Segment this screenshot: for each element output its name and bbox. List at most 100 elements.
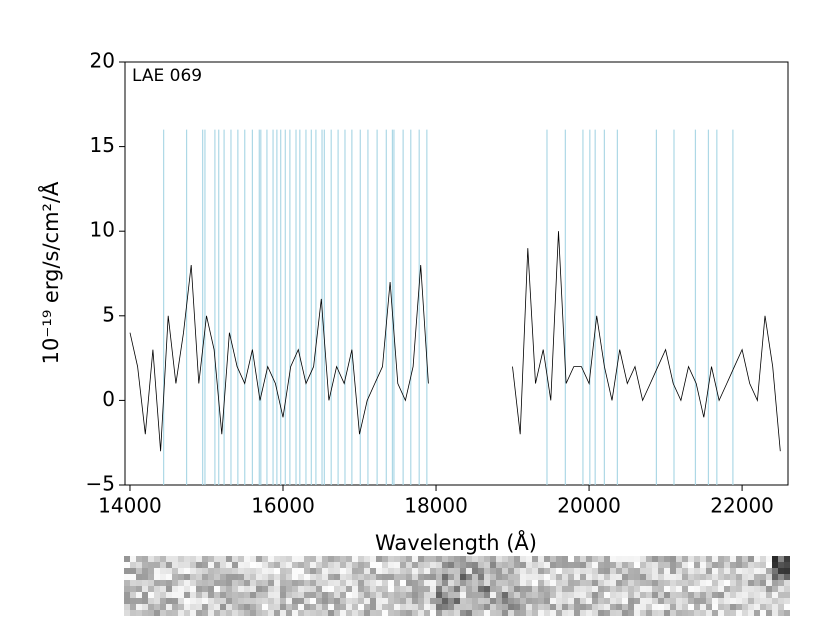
spectrum-2d-pixel xyxy=(286,586,292,592)
spectrum-2d-pixel xyxy=(628,574,634,580)
spectrum-2d-pixel xyxy=(136,586,142,592)
spectrum-2d-pixel xyxy=(406,610,412,616)
spectrum-2d-pixel xyxy=(442,574,448,580)
spectrum-2d-pixel xyxy=(730,556,736,562)
spectrum-2d-pixel xyxy=(496,610,502,616)
spectrum-2d-pixel xyxy=(394,556,400,562)
spectrum-2d-pixel xyxy=(754,592,760,598)
spectrum-2d-pixel xyxy=(442,562,448,568)
spectrum-2d-pixel xyxy=(364,586,370,592)
spectrum-2d-pixel xyxy=(448,556,454,562)
spectrum-2d-pixel xyxy=(730,562,736,568)
spectrum-2d-pixel xyxy=(754,562,760,568)
spectrum-2d-pixel xyxy=(784,586,790,592)
spectrum-2d-pixel xyxy=(700,604,706,610)
spectrum-2d-pixel xyxy=(604,568,610,574)
spectrum-2d-pixel xyxy=(628,586,634,592)
y-axis-label: 10⁻¹⁹ erg/s/cm²/Å xyxy=(37,181,63,364)
spectrum-2d-pixel xyxy=(718,562,724,568)
spectrum-2d-pixel xyxy=(646,580,652,586)
spectrum-2d-pixel xyxy=(490,562,496,568)
spectrum-2d-pixel xyxy=(568,610,574,616)
spectrum-2d-pixel xyxy=(226,580,232,586)
spectrum-2d-pixel xyxy=(466,604,472,610)
spectrum-2d-pixel xyxy=(772,604,778,610)
spectrum-2d-pixel xyxy=(646,568,652,574)
spectrum-2d-pixel xyxy=(496,574,502,580)
y-tick-label: 10 xyxy=(90,218,115,242)
spectrum-2d-pixel xyxy=(580,580,586,586)
spectrum-2d-pixel xyxy=(334,610,340,616)
spectrum-2d-pixel xyxy=(178,604,184,610)
spectrum-2d-pixel xyxy=(712,562,718,568)
spectrum-2d-pixel xyxy=(586,556,592,562)
spectrum-2d-pixel xyxy=(496,580,502,586)
spectrum-2d-pixel xyxy=(538,586,544,592)
spectrum-2d-pixel xyxy=(580,556,586,562)
spectrum-2d-pixel xyxy=(202,574,208,580)
spectrum-2d-pixel xyxy=(376,598,382,604)
annotation: LAE 069 xyxy=(132,66,202,86)
spectrum-2d-pixel xyxy=(604,556,610,562)
spectrum-2d-pixel xyxy=(364,580,370,586)
spectrum-2d-pixel xyxy=(154,568,160,574)
spectrum-2d-pixel xyxy=(214,556,220,562)
spectrum-2d-pixel xyxy=(604,586,610,592)
spectrum-2d-pixel xyxy=(436,562,442,568)
spectrum-2d-pixel xyxy=(382,568,388,574)
spectrum-2d-pixel xyxy=(610,574,616,580)
spectrum-2d-pixel xyxy=(298,556,304,562)
spectrum-2d-pixel xyxy=(466,556,472,562)
spectrum-2d-pixel xyxy=(124,580,130,586)
spectrum-2d-pixel xyxy=(508,610,514,616)
spectrum-2d-pixel xyxy=(166,562,172,568)
spectrum-2d-pixel xyxy=(754,598,760,604)
spectrum-2d-pixel xyxy=(400,598,406,604)
spectrum-2d-pixel xyxy=(196,586,202,592)
spectrum-2d-pixel xyxy=(142,592,148,598)
spectrum-2d-pixel xyxy=(550,574,556,580)
spectrum-2d-pixel xyxy=(568,580,574,586)
spectrum-2d-pixel xyxy=(604,580,610,586)
spectrum-2d-pixel xyxy=(238,592,244,598)
spectrum-2d-pixel xyxy=(652,574,658,580)
spectrum-2d-pixel xyxy=(610,580,616,586)
spectrum-2d-pixel xyxy=(208,586,214,592)
spectrum-2d-pixel xyxy=(580,568,586,574)
spectrum-2d-pixel xyxy=(766,562,772,568)
spectrum-2d-pixel xyxy=(658,556,664,562)
spectrum-2d-pixel xyxy=(772,580,778,586)
spectrum-2d-pixel xyxy=(460,562,466,568)
spectrum-2d-pixel xyxy=(658,604,664,610)
spectrum-2d-pixel xyxy=(226,562,232,568)
spectrum-2d-pixel xyxy=(316,604,322,610)
spectrum-2d-pixel xyxy=(772,610,778,616)
spectrum-2d-pixel xyxy=(376,574,382,580)
spectrum-2d-pixel xyxy=(676,598,682,604)
spectrum-2d-pixel xyxy=(562,568,568,574)
spectrum-2d-pixel xyxy=(784,580,790,586)
spectrum-2d-pixel xyxy=(592,556,598,562)
spectrum-2d-pixel xyxy=(436,574,442,580)
spectrum-2d-pixel xyxy=(340,568,346,574)
spectrum-2d-pixel xyxy=(292,574,298,580)
spectrum-2d-pixel xyxy=(556,574,562,580)
spectrum-2d-pixel xyxy=(274,574,280,580)
spectrum-2d-pixel xyxy=(748,592,754,598)
spectrum-2d-pixel xyxy=(574,556,580,562)
spectrum-2d-pixel xyxy=(730,604,736,610)
spectrum-2d-pixel xyxy=(568,568,574,574)
spectrum-2d-pixel xyxy=(238,556,244,562)
spectrum-2d-pixel xyxy=(502,586,508,592)
spectrum-2d-pixel xyxy=(148,610,154,616)
spectrum-2d-pixel xyxy=(256,592,262,598)
spectrum-2d-pixel xyxy=(190,568,196,574)
spectrum-2d-pixel xyxy=(532,562,538,568)
spectrum-2d-pixel xyxy=(586,568,592,574)
spectrum-2d-pixel xyxy=(514,568,520,574)
spectrum-2d-pixel xyxy=(202,562,208,568)
spectrum-2d-pixel xyxy=(634,580,640,586)
spectrum-2d-pixel xyxy=(214,586,220,592)
spectrum-2d-pixel xyxy=(706,592,712,598)
spectrum-2d-pixel xyxy=(760,574,766,580)
